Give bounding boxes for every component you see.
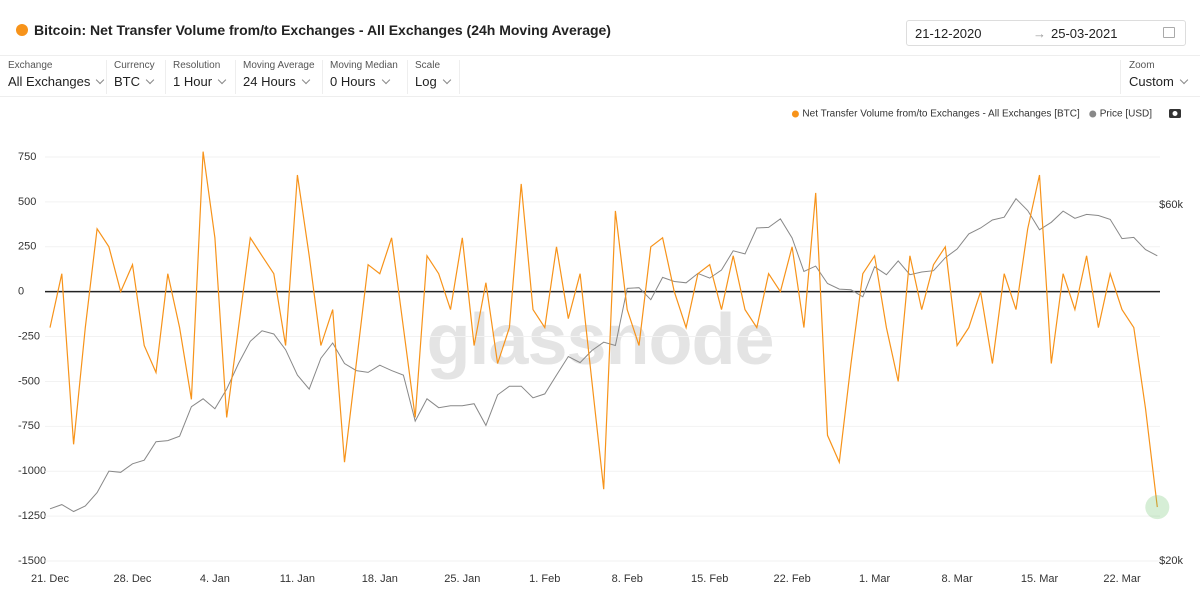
title: Bitcoin: Net Transfer Volume from/to Exc…: [16, 22, 611, 38]
control-label: Zoom: [1129, 60, 1155, 71]
x-tick-label: 15. Feb: [691, 573, 728, 585]
control[interactable]: Exchange All Exchanges: [0, 60, 107, 94]
y-tick-label: 0: [18, 286, 24, 298]
camera-lens: [1172, 111, 1178, 116]
watermark: glassnode: [426, 300, 773, 380]
control-value[interactable]: 1 Hour: [173, 74, 235, 89]
control-value[interactable]: All Exchanges: [8, 74, 106, 89]
x-tick-label: 22. Feb: [773, 573, 810, 585]
date-to[interactable]: 25-03-2021: [1051, 26, 1118, 41]
x-tick-label: 25. Jan: [444, 573, 480, 585]
legend-label: Net Transfer Volume from/to Exchanges - …: [802, 109, 1080, 120]
x-tick-label: 8. Feb: [612, 573, 643, 585]
legend-marker: [791, 110, 799, 118]
control-value[interactable]: Log: [415, 74, 459, 89]
series-line: [49, 197, 1158, 513]
control-label: Currency: [114, 60, 155, 71]
zoom-control[interactable]: Zoom Custom: [1120, 60, 1199, 94]
y2-tick-label: $60k: [1159, 199, 1183, 211]
y-tick-label: -1250: [18, 510, 46, 522]
control[interactable]: Resolution 1 Hour: [165, 60, 236, 94]
legend-marker: [1089, 110, 1097, 118]
y-tick-label: -1000: [18, 465, 46, 477]
y-tick-label: 500: [18, 196, 36, 208]
x-tick-label: 22. Mar: [1103, 573, 1141, 585]
control-label: Resolution: [173, 60, 221, 71]
y-tick-label: -500: [18, 375, 40, 387]
controls: Zoom Custom Exchange All Exchanges Currenc…: [0, 55, 1200, 97]
control-label: Scale: [415, 60, 441, 71]
y-tick-label: 750: [18, 151, 36, 163]
date-from[interactable]: 21-12-2020: [915, 26, 982, 41]
x-tick-label: 15. Mar: [1021, 573, 1059, 585]
control-label: Moving Median: [330, 60, 398, 71]
x-tick-label: 18. Jan: [362, 573, 398, 585]
date-range[interactable]: 21-12-2020 → 25-03-2021: [906, 20, 1186, 46]
y-tick-label: -1500: [18, 555, 46, 567]
x-tick-label: 28. Dec: [113, 573, 151, 585]
control[interactable]: Moving Average 24 Hours: [235, 60, 323, 94]
control[interactable]: Currency BTC: [106, 60, 166, 94]
x-tick-label: 11. Jan: [280, 573, 315, 585]
x-tick-label: 8. Mar: [941, 573, 973, 585]
highlight-point: [1145, 495, 1170, 520]
x-tick-label: 4. Jan: [200, 573, 230, 585]
control-value[interactable]: 24 Hours: [243, 74, 322, 89]
coin-icon: [16, 24, 28, 36]
y2-tick-label: $20k: [1159, 555, 1183, 567]
x-tick-label: 1. Feb: [529, 573, 560, 585]
control-value[interactable]: 0 Hours: [330, 74, 407, 89]
y-tick-label: -250: [18, 330, 40, 342]
control[interactable]: Moving Median 0 Hours: [322, 60, 408, 94]
y-tick-label: 250: [18, 241, 36, 253]
control-label: Exchange: [8, 60, 53, 71]
control-value[interactable]: BTC: [114, 74, 165, 89]
control[interactable]: Scale Log: [407, 60, 460, 94]
arrow: →: [1033, 26, 1046, 41]
y-tick-label: -750: [18, 420, 40, 432]
legend-label: Price [USD]: [1100, 109, 1152, 120]
series-line: [49, 151, 1158, 508]
control-label: Moving Average: [243, 60, 315, 71]
control-value[interactable]: Custom: [1129, 74, 1199, 89]
calendar-icon: [1163, 27, 1175, 38]
x-tick-label: 1. Mar: [859, 573, 891, 585]
chart-title: Bitcoin: Net Transfer Volume from/to Exc…: [34, 22, 611, 38]
x-tick-label: 21. Dec: [31, 573, 69, 585]
